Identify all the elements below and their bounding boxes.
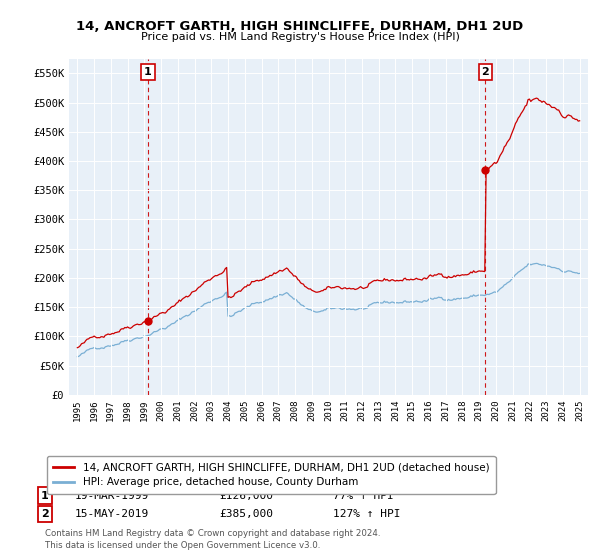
Text: £126,000: £126,000 [219, 491, 273, 501]
Text: 127% ↑ HPI: 127% ↑ HPI [333, 509, 401, 519]
Text: £385,000: £385,000 [219, 509, 273, 519]
Text: 2: 2 [41, 509, 49, 519]
Text: 1: 1 [144, 67, 152, 77]
Text: 19-MAR-1999: 19-MAR-1999 [75, 491, 149, 501]
Text: 14, ANCROFT GARTH, HIGH SHINCLIFFE, DURHAM, DH1 2UD: 14, ANCROFT GARTH, HIGH SHINCLIFFE, DURH… [76, 20, 524, 32]
Text: 1: 1 [41, 491, 49, 501]
Text: 2: 2 [481, 67, 489, 77]
Text: Price paid vs. HM Land Registry's House Price Index (HPI): Price paid vs. HM Land Registry's House … [140, 32, 460, 43]
Text: Contains HM Land Registry data © Crown copyright and database right 2024.
This d: Contains HM Land Registry data © Crown c… [45, 529, 380, 550]
Legend: 14, ANCROFT GARTH, HIGH SHINCLIFFE, DURHAM, DH1 2UD (detached house), HPI: Avera: 14, ANCROFT GARTH, HIGH SHINCLIFFE, DURH… [47, 456, 496, 494]
Text: 15-MAY-2019: 15-MAY-2019 [75, 509, 149, 519]
Text: 77% ↑ HPI: 77% ↑ HPI [333, 491, 394, 501]
